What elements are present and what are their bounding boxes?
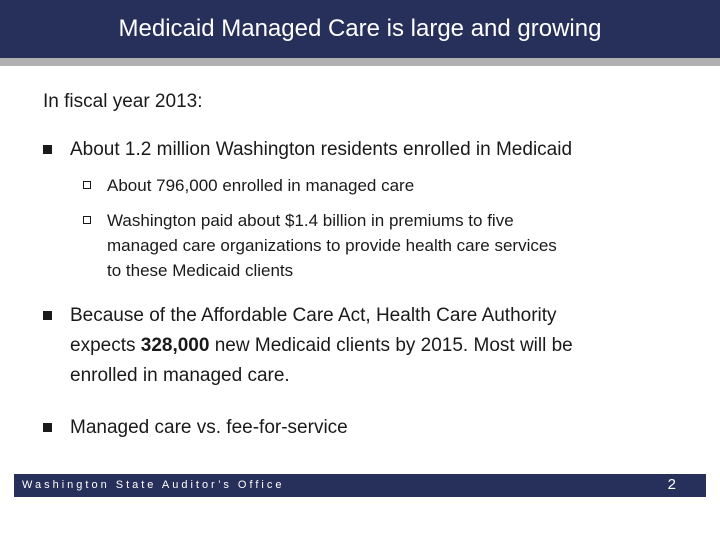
sub-bullet-managed-care-text: About 796,000 enrolled in managed care bbox=[107, 176, 415, 195]
sub-bullet-premiums: Washington paid about $1.4 billion in pr… bbox=[43, 208, 683, 283]
bullet-enrollment-text: About 1.2 million Washington residents e… bbox=[70, 139, 573, 160]
footer-bar: Washington State Auditor’s Office 2 bbox=[14, 474, 706, 497]
bullet-aca-line2-pre: expects bbox=[70, 335, 141, 356]
bullet-comparison: Managed care vs. fee-for-service bbox=[43, 413, 683, 443]
square-bullet-icon bbox=[43, 311, 52, 320]
bullet-enrollment: About 1.2 million Washington residents e… bbox=[43, 135, 683, 165]
slide-title: Medicaid Managed Care is large and growi… bbox=[118, 15, 602, 42]
square-bullet-icon bbox=[43, 145, 52, 154]
bullet-aca-line2-post: new Medicaid clients by 2015. Most will … bbox=[209, 335, 573, 356]
sub-bullet-premiums-line2: managed care organizations to provide he… bbox=[107, 236, 557, 255]
bullet-comparison-text: Managed care vs. fee-for-service bbox=[70, 417, 348, 438]
sub-bullet-premiums-line1: Washington paid about $1.4 billion in pr… bbox=[107, 211, 514, 230]
bullet-aca-line1: Because of the Affordable Care Act, Heal… bbox=[70, 305, 557, 326]
title-bar: Medicaid Managed Care is large and growi… bbox=[0, 0, 720, 58]
bullet-aca-line3: enrolled in managed care. bbox=[70, 365, 290, 386]
slide-content: In fiscal year 2013: About 1.2 million W… bbox=[43, 91, 683, 443]
title-divider bbox=[0, 58, 720, 66]
sub-bullet-managed-care: About 796,000 enrolled in managed care bbox=[43, 173, 683, 198]
intro-text: In fiscal year 2013: bbox=[43, 91, 203, 112]
hollow-square-bullet-icon bbox=[83, 181, 91, 189]
footer-organization: Washington State Auditor’s Office bbox=[22, 479, 285, 491]
page-number: 2 bbox=[667, 476, 676, 493]
hollow-square-bullet-icon bbox=[83, 216, 91, 224]
bullet-aca-highlight: 328,000 bbox=[140, 335, 210, 356]
sub-bullet-premiums-line3: to these Medicaid clients bbox=[107, 261, 294, 280]
square-bullet-icon bbox=[43, 423, 52, 432]
bullet-aca: Because of the Affordable Care Act, Heal… bbox=[43, 301, 683, 391]
